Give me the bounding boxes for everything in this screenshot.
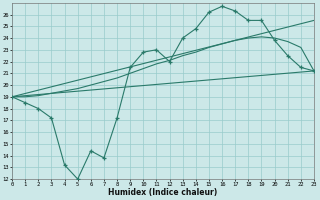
X-axis label: Humidex (Indice chaleur): Humidex (Indice chaleur) xyxy=(108,188,218,197)
